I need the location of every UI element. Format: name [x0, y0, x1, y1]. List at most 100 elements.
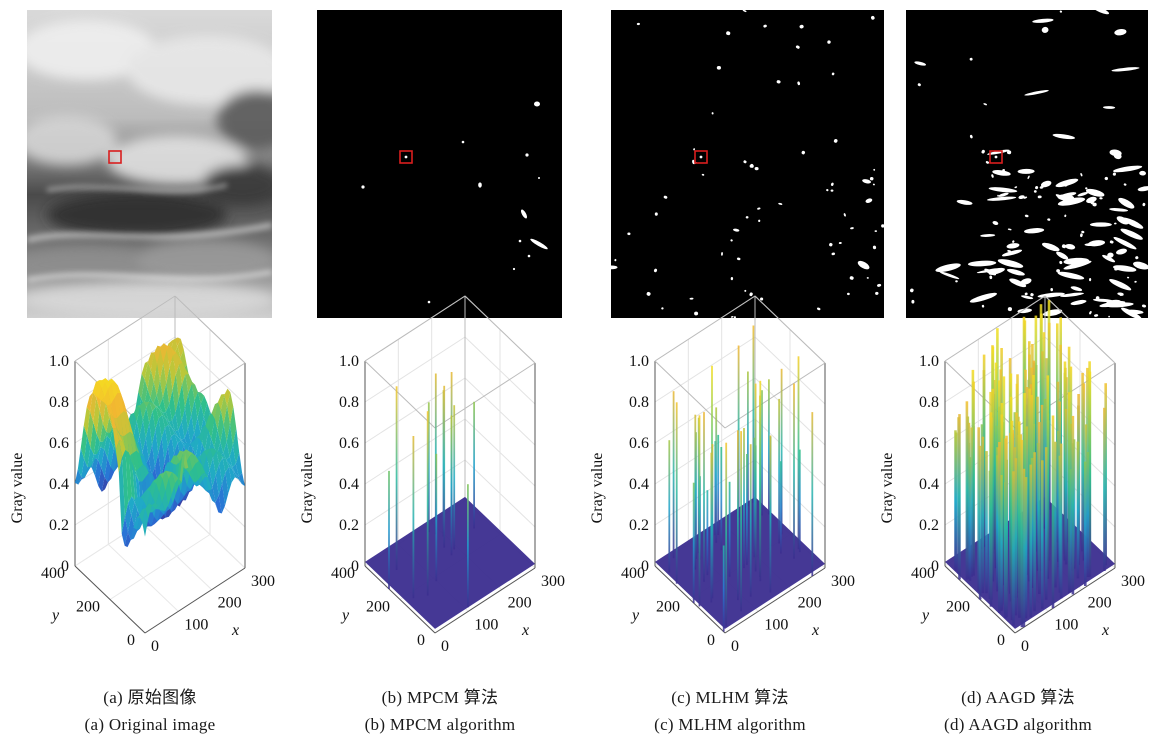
- detection-blob: [986, 196, 1017, 201]
- mpcm-detection-canvas: [317, 10, 562, 318]
- detection-blob: [980, 234, 996, 237]
- y-tick-label: 0: [127, 632, 135, 649]
- y-tick-label: 200: [946, 599, 970, 616]
- detection-blob: [760, 297, 764, 301]
- detection-blob: [1027, 175, 1030, 180]
- detection-blob: [1057, 194, 1075, 201]
- spike: [1059, 443, 1063, 599]
- surface: [365, 372, 535, 629]
- detection-blob: [1059, 260, 1063, 265]
- x-tick-label: 300: [541, 573, 565, 590]
- spike: [996, 455, 999, 592]
- spike: [1051, 415, 1055, 609]
- surface: [75, 337, 245, 548]
- detection-blob: [1001, 249, 1023, 257]
- spike: [1033, 452, 1036, 612]
- detection-blob: [1109, 208, 1129, 212]
- x-tick-label: 0: [441, 638, 449, 655]
- detection-blob: [730, 277, 734, 281]
- detection-blob: [1103, 106, 1116, 109]
- y-tick-label: 0: [997, 632, 1005, 649]
- caption-b-zh: (b) MPCM 算法: [381, 688, 499, 707]
- original-image: [27, 10, 272, 318]
- spike: [1084, 461, 1087, 586]
- detection-blob: [1080, 172, 1083, 177]
- detection-blob: [1086, 196, 1097, 204]
- detection-blob: [1118, 197, 1135, 209]
- detection-blob: [1085, 188, 1105, 197]
- spike: [954, 432, 958, 571]
- z-tick-label: 0: [61, 558, 69, 575]
- z-tick-label: 0.6: [49, 435, 69, 452]
- z-tick-label: 0.2: [339, 517, 359, 534]
- detection-blob: [1032, 18, 1054, 23]
- detection-blob: [1018, 195, 1025, 199]
- spike: [395, 386, 398, 570]
- detection-blob: [1088, 278, 1092, 282]
- y-tick-label: 400: [41, 565, 65, 582]
- z-tick-label: 0.6: [629, 435, 649, 452]
- detection-blob: [1088, 240, 1106, 247]
- spike: [1018, 421, 1021, 618]
- detection-blob: [877, 283, 882, 287]
- detection-blob: [1041, 26, 1049, 33]
- target-box: [694, 150, 708, 164]
- detection-blob: [1009, 278, 1027, 288]
- detection-blob: [614, 258, 617, 262]
- detection-blob: [831, 72, 835, 76]
- detection-blob: [611, 265, 618, 270]
- detection-blob: [627, 232, 631, 236]
- detection-blob: [1099, 301, 1126, 308]
- detection-blob: [758, 219, 761, 222]
- detection-blob: [1141, 304, 1147, 308]
- caption-a-en: (a) Original image: [84, 715, 216, 734]
- detection-blob: [694, 311, 699, 316]
- spike: [1012, 471, 1015, 626]
- x-tick-label: 200: [218, 595, 242, 612]
- detection-blob: [693, 148, 696, 151]
- detection-blob: [935, 263, 961, 272]
- z-tick-label: 0: [931, 558, 939, 575]
- aagd-detection-image: [906, 10, 1148, 318]
- x-tick-label: 100: [764, 616, 788, 633]
- detection-blob: [967, 260, 997, 267]
- detection-blob: [689, 297, 694, 300]
- detection-blob: [799, 24, 804, 29]
- detection-blob: [1102, 254, 1116, 263]
- detection-blob: [1024, 292, 1028, 296]
- detection-blob: [1057, 271, 1085, 280]
- detection-blob: [1109, 279, 1132, 291]
- detection-blob: [1040, 180, 1052, 188]
- spike: [1000, 475, 1003, 611]
- y-tick-label: 200: [366, 599, 390, 616]
- x-tick-label: 0: [151, 638, 159, 655]
- detection-blob: [1114, 267, 1118, 271]
- y-tick-label: 400: [911, 565, 935, 582]
- spike: [994, 362, 998, 569]
- detection-blob: [991, 174, 994, 178]
- detection-blob: [1024, 214, 1029, 218]
- detection-blob: [721, 252, 723, 256]
- target-box: [108, 150, 122, 164]
- detection-blob: [826, 188, 829, 192]
- spike: [754, 383, 757, 572]
- spike: [722, 545, 725, 632]
- caption-d-en: (d) AAGD algorithm: [944, 715, 1092, 734]
- detection-blob: [831, 252, 836, 256]
- detection-blob: [816, 307, 821, 311]
- spike: [752, 325, 755, 503]
- caption-d-zh: (d) AAGD 算法: [961, 688, 1075, 707]
- detection-blob: [838, 241, 842, 245]
- detection-blob: [1070, 299, 1087, 306]
- detection-blob: [1007, 307, 1012, 312]
- detection-blob: [730, 316, 734, 318]
- detection-blob: [829, 243, 833, 247]
- detection-blob: [988, 187, 1018, 193]
- detection-blob: [1065, 243, 1076, 250]
- z-tick-label: 0.4: [339, 476, 359, 493]
- spike: [675, 402, 678, 584]
- x-axis-label: x: [811, 622, 819, 639]
